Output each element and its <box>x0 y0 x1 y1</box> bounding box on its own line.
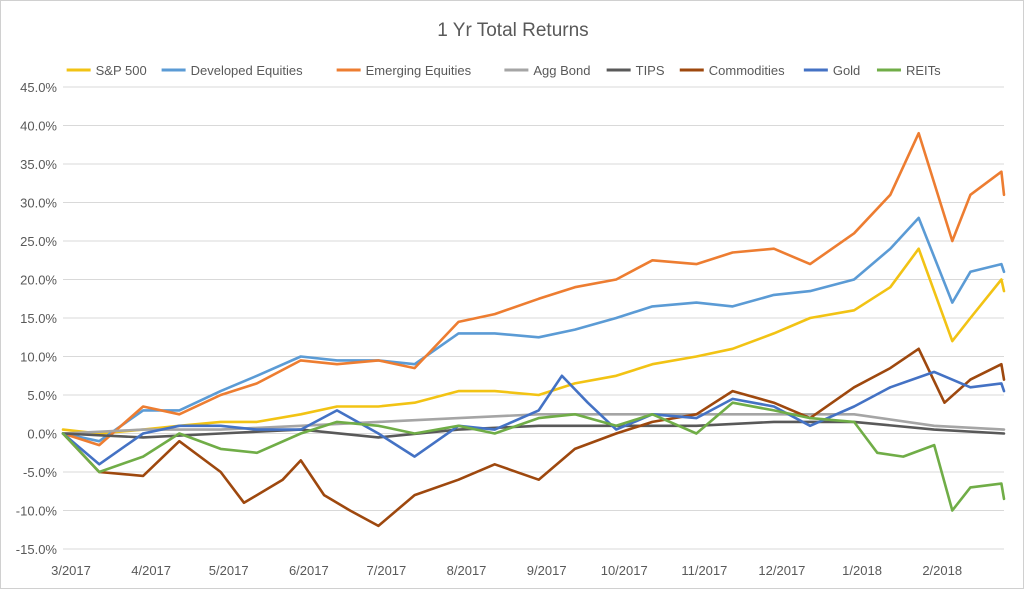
series-line-s-p-500 <box>61 247 1006 435</box>
y-tick-label: 45.0% <box>20 80 57 95</box>
y-tick-label: 0.0% <box>27 427 57 442</box>
y-tick-label: -15.0% <box>16 542 58 557</box>
x-tick-label: 2/2018 <box>922 563 962 578</box>
y-tick-label: 35.0% <box>20 157 57 172</box>
y-axis: -15.0% -10.0% -5.0% 0.0% 5.0% 10.0% 15.0% 20.0%… <box>16 80 58 557</box>
legend-label-emerging-equities: Emerging Equities <box>366 63 472 78</box>
y-tick-label: -10.0% <box>16 504 58 519</box>
y-tick-label: 40.0% <box>20 119 57 134</box>
series-line-emerging-equities <box>61 131 1006 447</box>
x-tick-label: 12/2017 <box>758 563 805 578</box>
y-tick-label: 15.0% <box>20 311 57 326</box>
series-line-commodities <box>61 347 1006 528</box>
x-tick-label: 1/2018 <box>842 563 882 578</box>
gridlines <box>63 86 1004 550</box>
y-tick-label: 25.0% <box>20 234 57 249</box>
legend-label-s-p-500: S&P 500 <box>96 63 147 78</box>
y-tick-label: 20.0% <box>20 273 57 288</box>
y-tick-label: 10.0% <box>20 350 57 365</box>
x-tick-label: 10/2017 <box>601 563 648 578</box>
x-tick-label: 4/2017 <box>131 563 171 578</box>
legend-label-tips: TIPS <box>636 63 665 78</box>
x-tick-label: 7/2017 <box>367 563 407 578</box>
x-axis: 3/2017 4/2017 5/2017 6/2017 7/2017 8/2017 9/20… <box>51 563 962 578</box>
x-tick-label: 6/2017 <box>289 563 329 578</box>
legend-label-commodities: Commodities <box>709 63 785 78</box>
y-tick-label: -5.0% <box>23 465 57 480</box>
series-line-developed-equities <box>61 216 1006 443</box>
x-tick-label: 3/2017 <box>51 563 91 578</box>
legend-label-developed-equities: Developed Equities <box>191 63 304 78</box>
series-lines <box>61 131 1006 528</box>
x-tick-label: 9/2017 <box>527 563 567 578</box>
chart-title: 1 Yr Total Returns <box>437 20 588 41</box>
chart-legend: S&P 500 Developed Equities Emerging Equiti… <box>66 63 941 78</box>
y-tick-label: 30.0% <box>20 196 57 211</box>
series-line-agg-bond <box>61 412 1006 435</box>
legend-label-gold: Gold <box>833 63 860 78</box>
series-line-reits <box>61 401 1006 512</box>
x-tick-label: 11/2017 <box>681 563 727 578</box>
legend-label-agg-bond: Agg Bond <box>533 63 590 78</box>
x-tick-label: 5/2017 <box>209 563 249 578</box>
y-tick-label: 5.0% <box>27 388 57 403</box>
series-line-gold <box>61 370 1006 466</box>
legend-label-reits: REITs <box>906 63 941 78</box>
x-tick-label: 8/2017 <box>447 563 487 578</box>
